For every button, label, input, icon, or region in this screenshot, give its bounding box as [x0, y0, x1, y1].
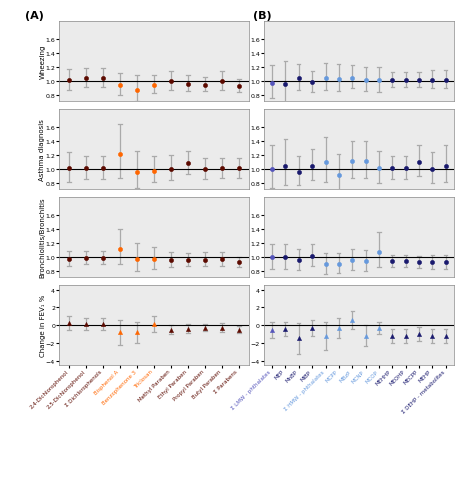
Y-axis label: Change in FEV₁ %: Change in FEV₁ %: [40, 294, 46, 357]
Y-axis label: Bronchiolitis/Bronchitis: Bronchiolitis/Bronchitis: [40, 197, 46, 278]
Y-axis label: Wheezing: Wheezing: [40, 45, 46, 79]
Text: (B): (B): [252, 11, 271, 21]
Text: (A): (A): [25, 11, 44, 21]
Y-axis label: Asthma diagnosis: Asthma diagnosis: [40, 119, 46, 181]
